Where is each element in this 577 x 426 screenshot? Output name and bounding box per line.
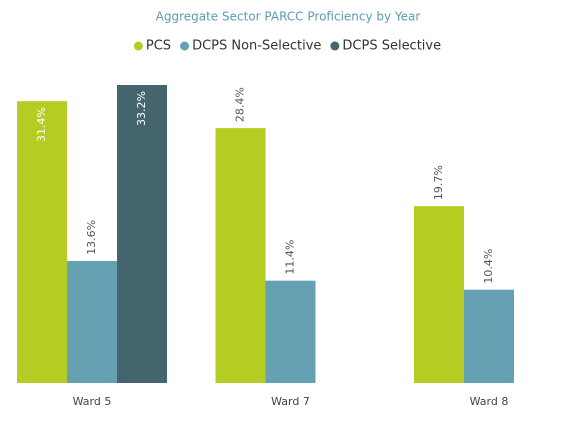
value-label: 31.4% xyxy=(35,107,48,142)
bar xyxy=(67,260,117,383)
bar xyxy=(215,128,266,383)
legend-label: DCPS Non-Selective xyxy=(192,39,321,54)
legend-marker xyxy=(180,41,190,51)
x-tick-label: Ward 7 xyxy=(271,395,310,408)
bar xyxy=(17,101,67,384)
legend-marker xyxy=(133,41,143,51)
value-label: 10.4% xyxy=(482,249,495,284)
x-tick-label: Ward 5 xyxy=(73,395,112,408)
value-label: 11.4% xyxy=(284,240,297,275)
chart-title: Aggregate Sector PARCC Proficiency by Ye… xyxy=(156,10,421,24)
legend-label: DCPS Selective xyxy=(342,39,441,54)
bar xyxy=(464,289,514,383)
legend-marker xyxy=(330,41,340,51)
x-tick-label: Ward 8 xyxy=(470,395,509,408)
value-label: 28.4% xyxy=(234,87,247,122)
legend-label: PCS xyxy=(146,39,171,54)
bar xyxy=(414,206,464,383)
value-label: 13.6% xyxy=(85,220,98,255)
value-label: 19.7% xyxy=(432,165,445,200)
value-label: 33.2% xyxy=(135,91,148,126)
bar xyxy=(265,280,316,383)
bar xyxy=(117,85,167,383)
